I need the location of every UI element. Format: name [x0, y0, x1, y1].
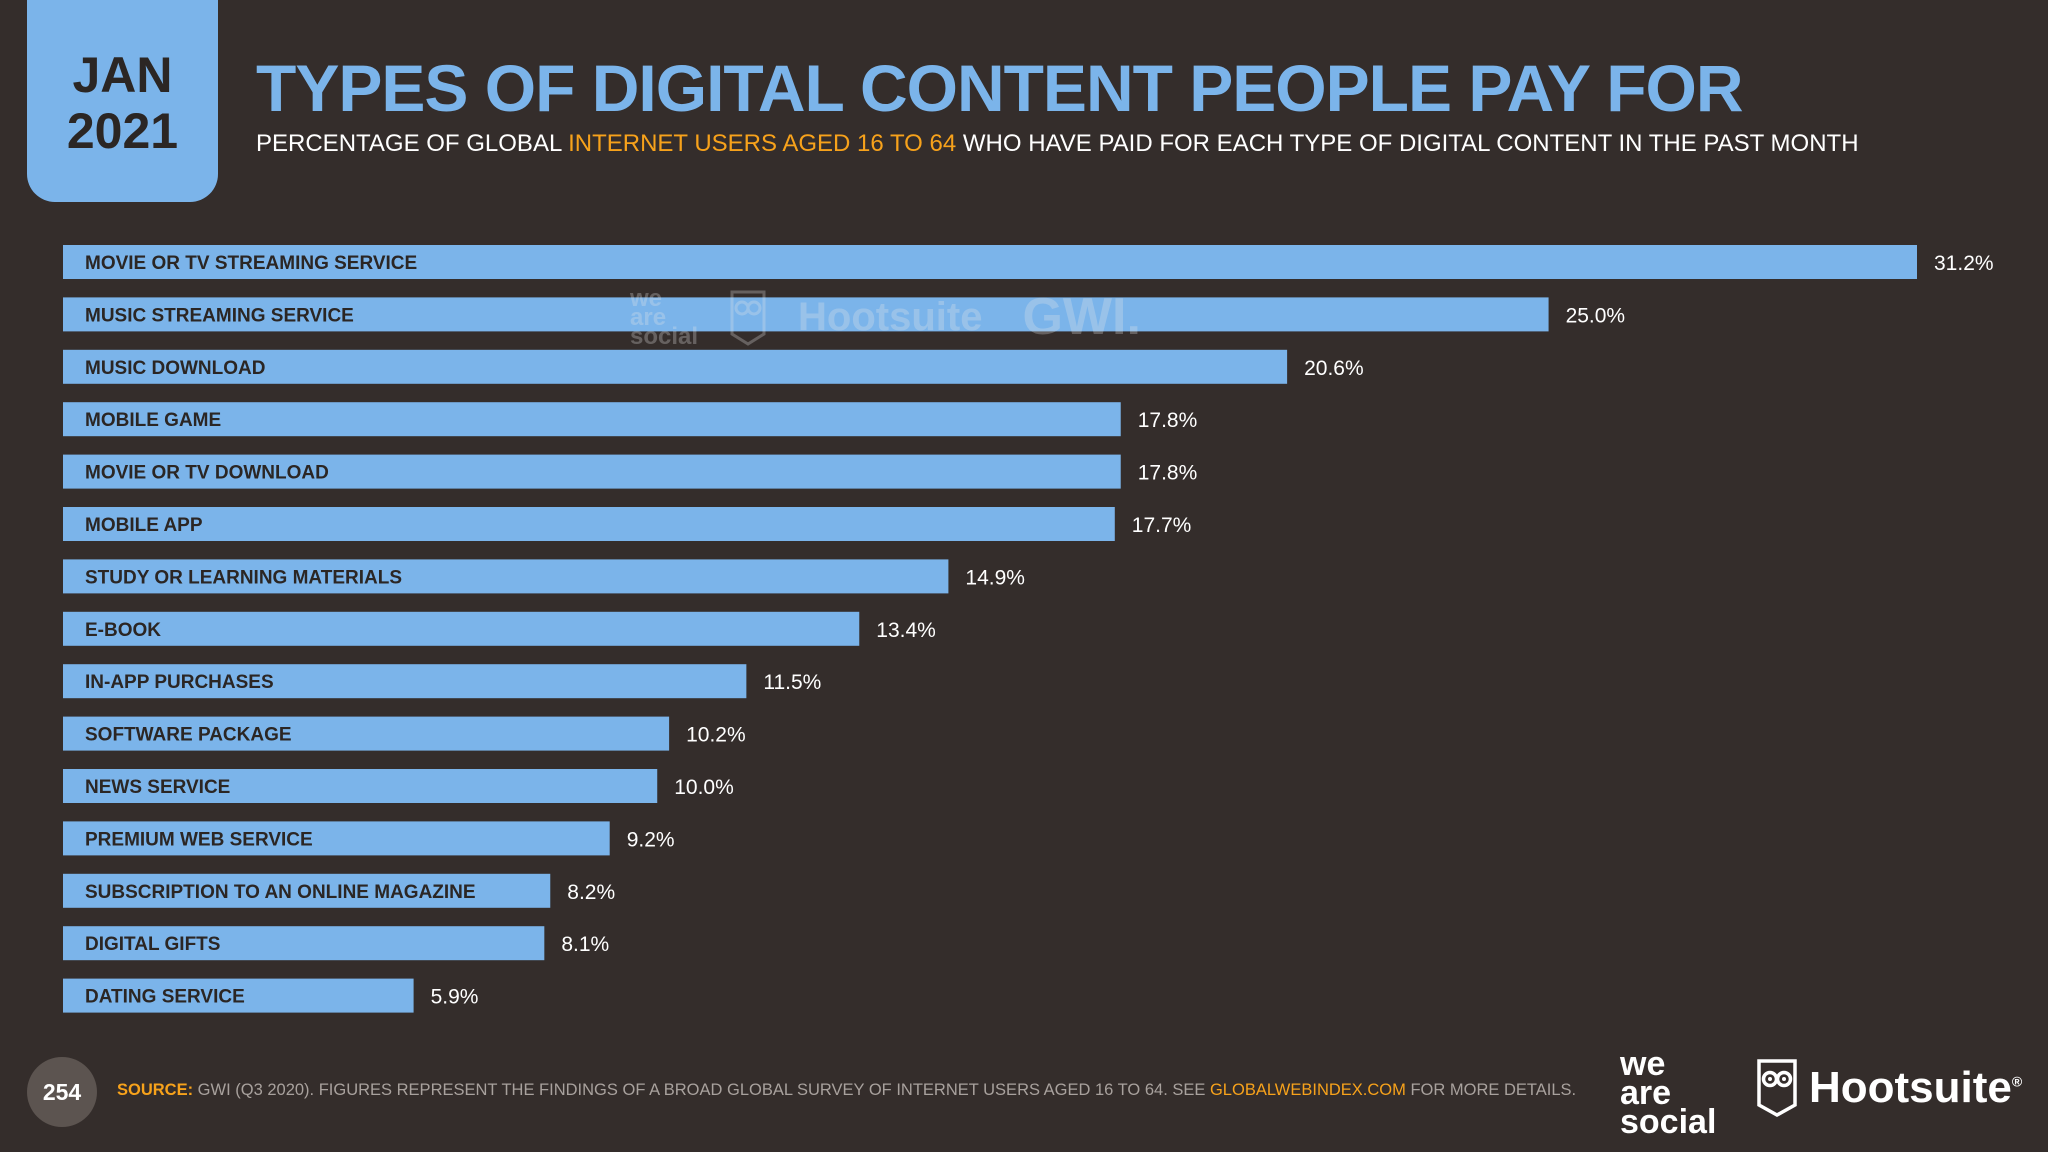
category-label-8: E-BOOK [85, 620, 161, 641]
bar-10 [63, 716, 670, 751]
logo-was-line-3: social [1620, 1103, 1717, 1141]
watermark-was-line-2: are [630, 303, 667, 331]
category-label-3: MUSIC DOWNLOAD [85, 358, 265, 379]
watermark-we-are-social: we are social [630, 284, 699, 350]
logo-was-line-1: we [1620, 1045, 1666, 1083]
bar-chart: MOVIE OR TV STREAMING SERVICE 31.2% MUSIC … [63, 245, 1994, 1013]
watermark: we are social Hootsuite GWI. [630, 282, 1230, 352]
owl-icon [1757, 1059, 1797, 1118]
bar-5 [63, 454, 1121, 489]
value-label-8: 13.4% [876, 619, 936, 642]
source-text: GWI (Q3 2020). FIGURES REPRESENT THE FIN… [193, 1081, 1210, 1099]
page-title: TYPES OF DIGITAL CONTENT PEOPLE PAY FOR [256, 51, 1744, 125]
registered-mark: ® [2011, 1073, 2023, 1090]
value-label-14: 8.1% [561, 933, 609, 956]
page-number: 254 [27, 1057, 97, 1127]
source-tail: FOR MORE DETAILS. [1405, 1081, 1577, 1099]
value-label-1: 31.2% [1934, 252, 1994, 275]
bar-4 [63, 402, 1121, 437]
date-month: JAN [72, 47, 173, 103]
category-label-6: MOBILE APP [85, 515, 203, 536]
category-label-10: SOFTWARE PACKAGE [85, 725, 292, 746]
hootsuite-word: Hootsuite [1809, 1063, 2012, 1112]
category-label-4: MOBILE GAME [85, 410, 221, 431]
value-label-5: 17.8% [1138, 462, 1198, 485]
value-label-2: 25.0% [1566, 304, 1626, 327]
value-label-10: 10.2% [686, 724, 746, 747]
watermark-gwi: GWI. [1022, 288, 1141, 346]
category-label-13: SUBSCRIPTION TO AN ONLINE MAGAZINE [85, 882, 476, 903]
bar-3 [63, 349, 1288, 384]
category-label-12: PREMIUM WEB SERVICE [85, 829, 313, 850]
hootsuite-wordmark: Hootsuite® [1809, 1063, 2022, 1113]
category-label-1: MOVIE OR TV STREAMING SERVICE [85, 253, 417, 274]
date-badge: JAN 2021 [27, 0, 218, 202]
watermark-was-line-3: social [630, 322, 699, 350]
value-label-15: 5.9% [431, 986, 479, 1009]
category-label-14: DIGITAL GIFTS [85, 934, 220, 955]
source-note: SOURCE: GWI (Q3 2020). FIGURES REPRESENT… [117, 1081, 1576, 1100]
source-label: SOURCE: [117, 1081, 194, 1099]
watermark-hootsuite: Hootsuite [798, 294, 983, 339]
value-label-3: 20.6% [1304, 357, 1364, 380]
bar-14 [63, 926, 545, 961]
bar-12 [63, 821, 610, 856]
value-label-11: 10.0% [674, 776, 734, 799]
source-link[interactable]: GLOBALWEBINDEX.COM [1209, 1081, 1406, 1099]
hootsuite-logo: Hootsuite® [1755, 1057, 2022, 1119]
value-label-7: 14.9% [965, 566, 1025, 589]
bar-7 [63, 559, 949, 594]
bar-6 [63, 507, 1115, 541]
bar-2 [63, 297, 1549, 332]
subtitle-post: WHO HAVE PAID FOR EACH TYPE OF DIGITAL C… [956, 130, 1859, 157]
category-label-11: NEWS SERVICE [85, 777, 230, 798]
value-label-9: 11.5% [763, 671, 821, 694]
owl-icon [730, 290, 766, 346]
subtitle-pre: PERCENTAGE OF GLOBAL [256, 130, 569, 157]
subtitle-highlight: INTERNET USERS AGED 16 TO 64 [568, 130, 957, 157]
page-subtitle: PERCENTAGE OF GLOBAL INTERNET USERS AGED… [256, 130, 1859, 158]
we-are-social-logo: we are social [1620, 1045, 1717, 1141]
date-year: 2021 [66, 103, 179, 159]
bar-1 [63, 245, 1917, 279]
bar-11 [63, 769, 658, 803]
watermark-was-line-1: we [630, 284, 663, 312]
bar-8 [63, 611, 860, 646]
category-label-2: MUSIC STREAMING SERVICE [85, 305, 354, 326]
bar-13 [63, 873, 551, 908]
value-label-13: 8.2% [567, 881, 615, 904]
value-label-4: 17.8% [1138, 409, 1198, 432]
value-label-12: 9.2% [627, 828, 675, 851]
category-label-5: MOVIE OR TV DOWNLOAD [85, 463, 329, 484]
bar-9 [63, 664, 747, 699]
category-label-7: STUDY OR LEARNING MATERIALS [85, 567, 402, 588]
logo-was-line-2: are [1620, 1074, 1672, 1112]
bar-15 [63, 978, 414, 1013]
category-label-9: IN-APP PURCHASES [85, 672, 274, 693]
value-label-6: 17.7% [1132, 514, 1192, 537]
category-label-15: DATING SERVICE [85, 987, 245, 1008]
